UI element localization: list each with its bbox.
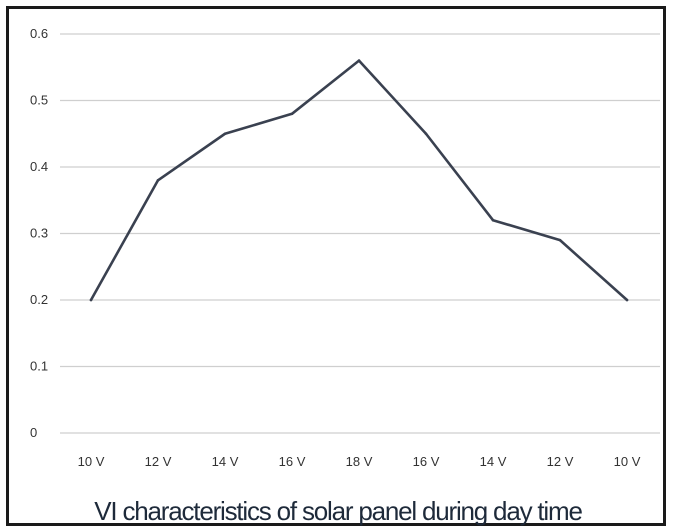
data-point [491, 218, 495, 222]
data-point [156, 179, 160, 182]
chart-title: VI characteristics of solar panel during… [94, 496, 583, 526]
x-tick-label: 14 V [212, 454, 239, 469]
data-point [223, 132, 227, 136]
data-point [357, 59, 361, 62]
x-tick-label: 16 V [413, 454, 440, 469]
x-tick-label: 12 V [547, 454, 574, 469]
data-point [625, 298, 629, 302]
x-tick-label: 16 V [279, 454, 306, 469]
data-point [89, 298, 93, 302]
x-tick-label: 12 V [145, 454, 172, 469]
y-tick-label: 0 [30, 425, 37, 440]
y-tick-label: 0.4 [30, 159, 48, 174]
y-tick-label: 0.6 [30, 26, 48, 41]
chart-frame [6, 6, 666, 526]
y-tick-label: 0.3 [30, 226, 48, 241]
series-line [89, 59, 629, 302]
x-tick-label: 18 V [346, 454, 373, 469]
data-point [290, 112, 294, 116]
x-tick-label: 10 V [78, 454, 105, 469]
data-point [424, 132, 428, 136]
x-tick-label: 14 V [480, 454, 507, 469]
y-tick-label: 0.2 [30, 292, 48, 307]
x-tick-label: 10 V [614, 454, 641, 469]
data-point [558, 238, 562, 242]
y-tick-label: 0.1 [30, 359, 48, 374]
y-tick-label: 0.5 [30, 93, 48, 108]
